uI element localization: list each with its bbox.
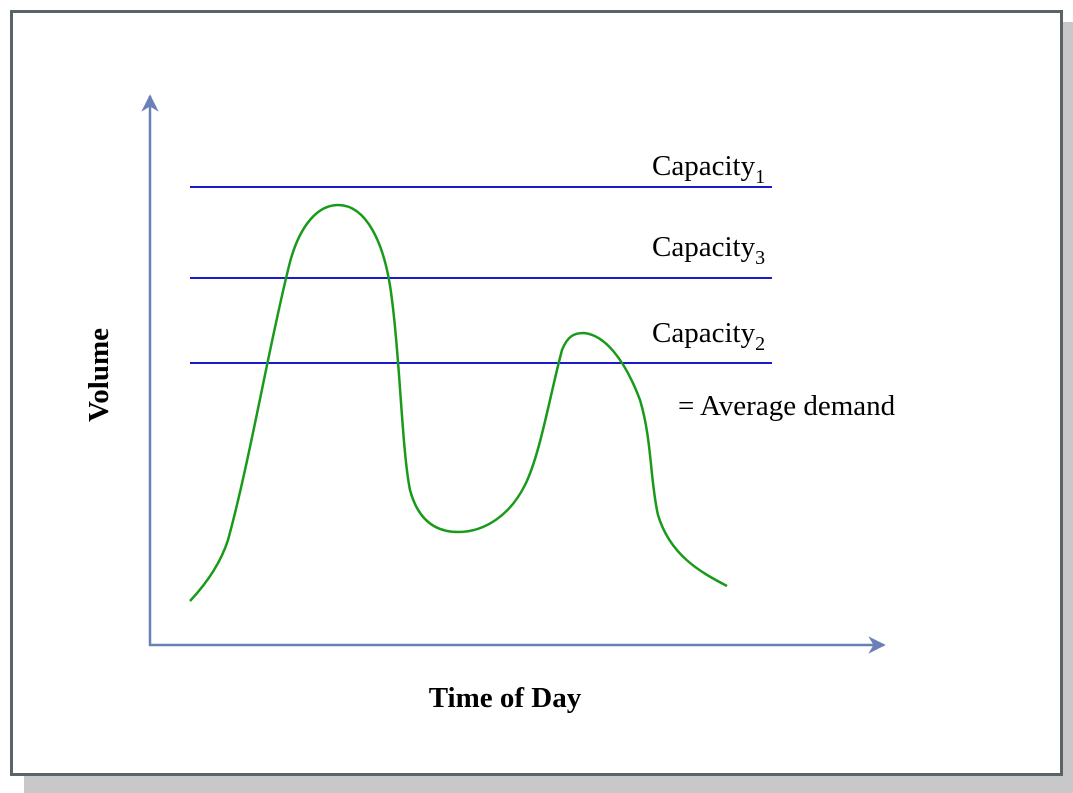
capacity-label: Capacity2: [652, 317, 765, 355]
capacity-label: Capacity3: [652, 231, 765, 269]
capacity-label-text: Capacity: [652, 231, 756, 263]
x-axis-label: Time of Day: [429, 682, 582, 714]
capacity-label: Capacity1: [652, 150, 765, 188]
capacity-subscript: 2: [755, 333, 765, 355]
capacity-subscript: 1: [755, 166, 765, 188]
frame: [10, 10, 1063, 776]
capacity-label-text: Capacity: [652, 317, 756, 349]
y-axis-label: Volume: [83, 328, 115, 422]
demand-curve: [189, 203, 728, 602]
capacity-note: = Average demand: [678, 390, 896, 422]
capacity-label-text: Capacity: [652, 150, 756, 182]
capacity-subscript: 3: [755, 247, 765, 269]
